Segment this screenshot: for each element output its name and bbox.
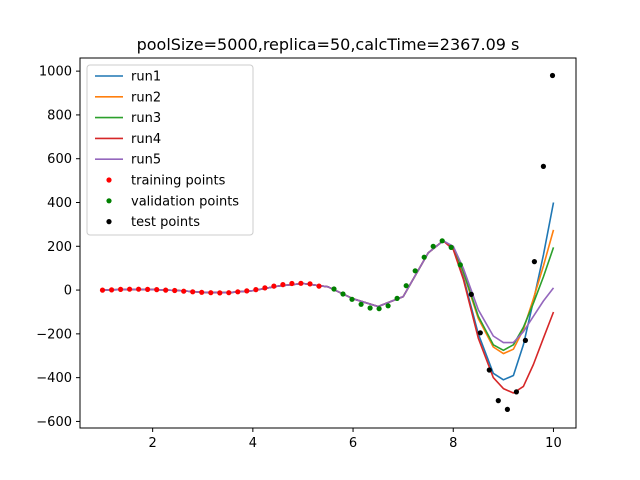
legend-label: run1: [131, 70, 161, 85]
data-point-test-points: [486, 367, 492, 373]
data-point-training-points: [298, 280, 304, 286]
data-point-validation-points: [367, 305, 373, 311]
data-point-training-points: [163, 287, 169, 293]
data-point-training-points: [181, 288, 187, 294]
data-point-validation-points: [421, 254, 427, 260]
y-tick-label: 1000: [39, 65, 72, 80]
legend-label: training points: [131, 174, 226, 189]
data-point-test-points: [504, 406, 510, 412]
data-point-training-points: [289, 280, 295, 287]
data-point-validation-points: [358, 301, 364, 307]
legend-label: validation points: [131, 194, 239, 209]
y-tick-label: 800: [47, 108, 72, 123]
data-point-test-points: [522, 337, 529, 343]
legend-swatch: [106, 219, 112, 225]
data-point-validation-points: [331, 286, 337, 292]
legend-swatch: [106, 177, 112, 183]
data-point-validation-points: [394, 295, 400, 301]
legend-label: test points: [131, 215, 200, 230]
data-point-training-points: [172, 287, 178, 294]
data-point-training-points: [244, 288, 250, 294]
plot-frame: [79, 57, 577, 429]
data-point-training-points: [208, 290, 214, 296]
x-tick-label: 4: [249, 436, 257, 451]
legend-box: [86, 64, 254, 236]
plot-points: [99, 72, 556, 412]
y-tick-label: 600: [47, 152, 72, 167]
x-axis: 2 4 6 8 10: [149, 428, 562, 451]
legend-swatch: [106, 198, 112, 204]
x-tick-label: 8: [449, 436, 457, 451]
y-tick-label: 0: [64, 284, 72, 299]
series-line-run5: [102, 240, 555, 344]
y-tick-label: 200: [47, 240, 72, 255]
data-point-test-points: [540, 163, 547, 169]
data-point-training-points: [145, 286, 151, 292]
data-point-validation-points: [376, 306, 382, 312]
data-point-training-points: [118, 286, 124, 292]
y-tick-label: −200: [36, 327, 72, 342]
data-point-training-points: [99, 287, 106, 293]
x-tick-label: 2: [149, 436, 157, 451]
data-point-training-points: [217, 290, 223, 296]
data-point-training-points: [127, 286, 133, 292]
data-point-training-points: [226, 290, 232, 296]
series-line-run2: [102, 229, 555, 355]
x-tick-label: 10: [545, 436, 562, 451]
data-point-training-points: [136, 286, 142, 292]
data-point-test-points: [513, 389, 520, 395]
data-point-validation-points: [448, 244, 454, 250]
legend-label: run2: [131, 90, 161, 105]
data-point-validation-points: [340, 291, 346, 297]
data-point-test-points: [477, 330, 483, 336]
data-point-training-points: [271, 283, 277, 289]
data-point-validation-points: [385, 303, 391, 309]
data-point-test-points: [495, 398, 501, 404]
data-point-training-points: [199, 289, 205, 295]
legend-label: run4: [131, 132, 161, 147]
data-point-test-points: [549, 72, 556, 79]
series-line-run4: [102, 240, 555, 394]
legend: run1 run2 run3 run4 run5 training points valid…: [86, 64, 254, 236]
data-point-test-points: [531, 259, 538, 265]
chart-title: poolSize=5000,replica=50,calcTime=2367.0…: [137, 35, 520, 54]
data-point-training-points: [307, 281, 313, 287]
data-point-training-points: [154, 287, 160, 293]
data-point-training-points: [316, 283, 322, 289]
data-point-validation-points: [439, 238, 445, 244]
data-point-validation-points: [457, 262, 463, 268]
data-point-validation-points: [430, 243, 436, 249]
y-tick-label: −600: [36, 415, 72, 430]
data-point-training-points: [280, 282, 286, 288]
data-point-validation-points: [403, 283, 409, 289]
data-point-test-points: [468, 291, 474, 297]
legend-label: run3: [131, 111, 161, 126]
y-axis: −600 −400 −200 0 200 400 600 800 1000: [36, 65, 80, 430]
y-tick-label: 400: [47, 196, 72, 211]
data-point-training-points: [262, 285, 268, 291]
data-point-training-points: [190, 289, 196, 295]
legend-label: run5: [131, 153, 161, 168]
data-point-validation-points: [412, 268, 418, 274]
data-point-validation-points: [349, 296, 355, 302]
data-point-training-points: [109, 287, 115, 293]
y-tick-label: −400: [36, 371, 72, 386]
x-tick-label: 6: [349, 436, 357, 451]
data-point-training-points: [253, 287, 259, 293]
data-point-training-points: [235, 289, 241, 295]
